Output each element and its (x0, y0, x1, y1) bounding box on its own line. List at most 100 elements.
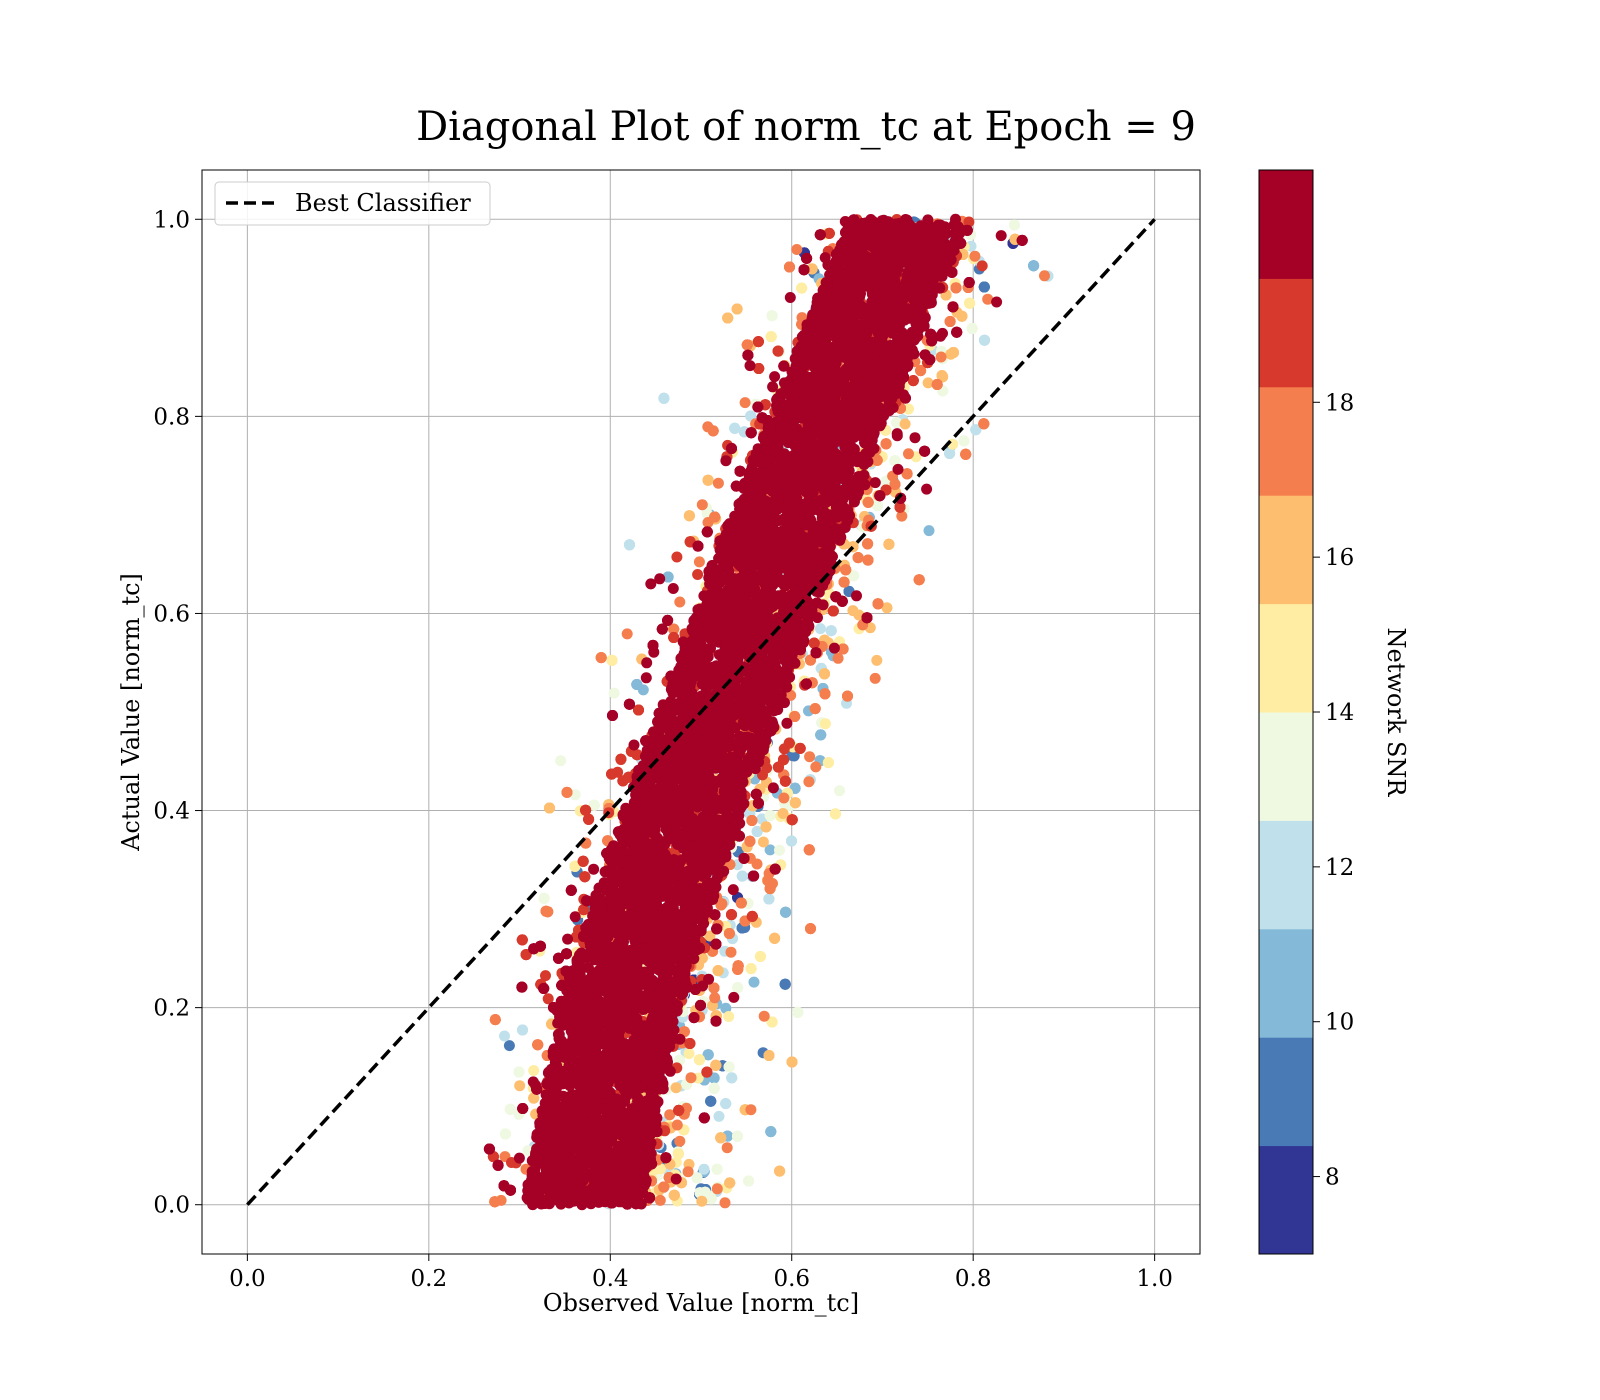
scatter-point (624, 539, 635, 551)
scatter-point (871, 654, 883, 666)
scatter-point (862, 496, 874, 508)
scatter-point (838, 576, 850, 588)
scatter-point (819, 688, 831, 700)
scatter-point (789, 797, 801, 809)
scatter-point (763, 893, 775, 905)
scatter-point (745, 1104, 757, 1116)
scatter-point (745, 963, 757, 975)
scatter-point (760, 821, 772, 833)
scatter-point (489, 1014, 501, 1026)
scatter-point (935, 351, 947, 363)
scatter-point (913, 574, 925, 586)
scatter-point (970, 424, 982, 436)
scatter-point (719, 1197, 731, 1209)
scatter-point (754, 951, 766, 962)
scatter-point (786, 1056, 798, 1068)
scatter-point (784, 261, 795, 273)
scatter-point (712, 965, 724, 977)
scatter-point (748, 976, 760, 988)
scatter-point (710, 1059, 722, 1071)
scatter-point (769, 932, 781, 944)
scatter-point (762, 875, 774, 887)
scatter-point (891, 417, 902, 428)
scatter-point (555, 755, 567, 767)
scatter-point (832, 652, 844, 664)
scatter-point (692, 569, 704, 580)
scatter-point (674, 1135, 686, 1147)
scatter-point (814, 623, 826, 635)
scatter-point (969, 250, 981, 262)
scatter-point (883, 538, 895, 550)
scatter-point (705, 1193, 717, 1205)
scatter-point (872, 598, 884, 610)
scatter-point (744, 835, 756, 847)
scatter-point (528, 1065, 540, 1076)
scatter-point (819, 668, 830, 680)
scatter-point (757, 836, 769, 848)
scatter-point (621, 628, 633, 640)
scatter-point (763, 1050, 775, 1061)
scatter-point (672, 1148, 684, 1160)
scatter-point (880, 438, 892, 450)
scatter-point (668, 1189, 680, 1201)
scatter-point (723, 1011, 735, 1022)
scatter-point (720, 1098, 732, 1110)
scatter-point (513, 1066, 525, 1078)
scatter-point (671, 551, 683, 563)
scatter-point (803, 844, 815, 856)
scatter-point (722, 312, 734, 324)
scatter-point (805, 923, 816, 935)
scatter-point (732, 1130, 743, 1142)
scatter-point (809, 703, 821, 715)
scatter-point (803, 776, 815, 788)
scatter-point (1028, 260, 1040, 272)
scatter-point (956, 310, 968, 322)
scatter-point (777, 808, 789, 819)
scatter-point (751, 858, 763, 870)
scatter-point (723, 1061, 735, 1073)
scatter-point (670, 1082, 682, 1094)
scatter-point (707, 425, 719, 437)
scatter-point (682, 1166, 694, 1178)
scatter-point (966, 323, 978, 334)
scatter-point (804, 751, 816, 763)
scatter-point (504, 1103, 516, 1115)
scatter-point (595, 652, 607, 664)
scatter-point (674, 596, 686, 608)
scatter-point (542, 906, 554, 918)
scatter-point (822, 757, 834, 769)
scatter-point (779, 978, 791, 990)
scatter-point (774, 1165, 786, 1177)
scatter-point (683, 1048, 695, 1060)
scatter-point (725, 946, 737, 958)
scatter-point (903, 448, 914, 460)
scatter-point (774, 844, 785, 856)
scatter-point (729, 422, 741, 434)
scatter-point (862, 538, 874, 550)
scatter-point (847, 605, 859, 617)
scatter-point (726, 1072, 738, 1084)
scatter-point (819, 718, 831, 730)
scatter-point (979, 334, 990, 346)
scatter-point (964, 297, 976, 309)
scatter-point (899, 418, 911, 430)
scatter-point (732, 982, 744, 994)
scatter-point (862, 554, 874, 566)
scatter-point (662, 571, 674, 583)
scatter-point (532, 1039, 544, 1051)
scatter-point (842, 690, 853, 702)
scatter-point (746, 815, 758, 826)
scatter-point (658, 392, 670, 404)
scatter-point (705, 1095, 717, 1107)
scatter-point (736, 870, 748, 882)
scatter-point (792, 1006, 804, 1018)
scatter-point (976, 260, 988, 272)
scatter-point (713, 1110, 725, 1122)
scatter-point (739, 397, 751, 409)
scatter-point (840, 564, 852, 576)
scatter-point (978, 281, 990, 293)
scatter-point (724, 1177, 736, 1189)
scatter-point (702, 474, 714, 486)
scatter-point (608, 687, 620, 699)
